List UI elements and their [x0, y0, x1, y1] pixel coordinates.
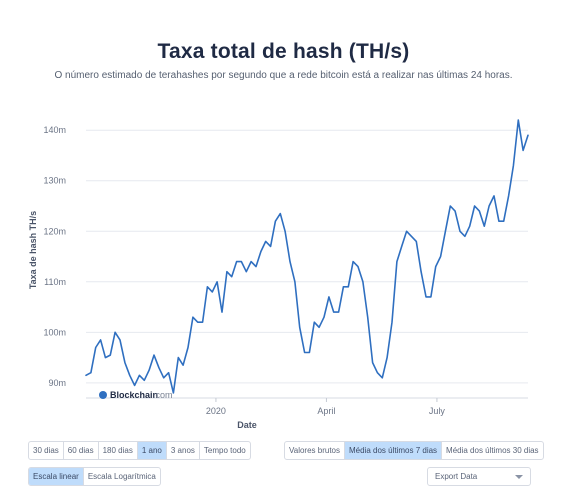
x-tick-label: 2020: [206, 406, 226, 416]
watermark-suffix: .com: [153, 390, 173, 400]
y-axis-title: Taxa de hash TH/s: [28, 211, 38, 289]
range-button-1-ano[interactable]: 1 ano: [137, 442, 167, 459]
x-tick-label: July: [429, 406, 446, 416]
blockchain-logo-icon: [99, 391, 107, 399]
view-button-m-dia-dos-ltimos-30-dias[interactable]: Média dos últimos 30 dias: [446, 446, 539, 455]
range-button-3-anos[interactable]: 3 anos: [167, 442, 200, 459]
view-button-m-dia-dos-ltimos-7-dias[interactable]: Média dos últimos 7 dias: [345, 442, 443, 459]
watermark-brand: Blockchain: [110, 390, 158, 400]
chart-subtitle: O número estimado de terahashes por segu…: [54, 70, 513, 81]
y-tick-label: 90m: [48, 378, 66, 388]
range-button-60-dias[interactable]: 60 dias: [64, 442, 99, 459]
y-tick-label: 120m: [43, 226, 66, 236]
view-selector: Valores brutos Média dos últimos 7 dias Mé…: [284, 441, 544, 460]
scale-button-escala-linear[interactable]: Escala linear: [29, 468, 84, 485]
chevron-down-icon: [515, 475, 523, 479]
view-button-valores-brutos[interactable]: Valores brutos: [285, 442, 345, 459]
range-button-180-dias[interactable]: 180 dias: [99, 442, 138, 459]
export-data-label: Export Data: [435, 472, 478, 481]
range-button-30-dias[interactable]: 30 dias: [29, 442, 64, 459]
chart-title: Taxa total de hash (TH/s): [157, 40, 410, 63]
y-tick-label: 110m: [44, 277, 66, 287]
scale-selector: Escala linear Escala Logarítmica: [28, 467, 161, 486]
scale-button-escala-logar-tmica[interactable]: Escala Logarítmica: [87, 472, 156, 481]
y-tick-label: 130m: [43, 176, 66, 186]
export-data-dropdown[interactable]: Export Data: [427, 467, 531, 486]
y-tick-label: 100m: [43, 327, 66, 337]
x-tick-label: April: [317, 406, 335, 416]
range-selector: 30 dias 60 dias 180 dias 1 ano 3 anos Tempo t…: [28, 441, 251, 460]
hashrate-chart: 90m 100m 110m 120m 130m 140m 2020 April July Date…: [28, 119, 529, 430]
y-tick-label: 140m: [43, 125, 66, 135]
range-button-tempo-todo[interactable]: Tempo todo: [203, 446, 246, 455]
hashrate-series-line: [85, 119, 529, 394]
x-axis-title: Date: [237, 420, 257, 430]
